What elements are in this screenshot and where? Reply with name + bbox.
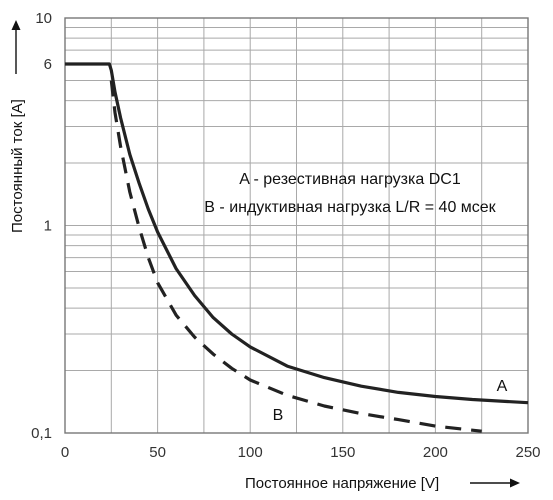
series-line-a (65, 62, 529, 405)
y-tick-label: 1 (44, 218, 52, 235)
series-group (65, 62, 529, 433)
y-tick-label: 0,1 (31, 425, 52, 442)
plot-frame (64, 17, 529, 434)
x-tick-label: 100 (238, 444, 263, 461)
y-tick-label: 6 (44, 56, 52, 73)
grid (64, 17, 529, 434)
x-tick-label: 250 (515, 444, 540, 461)
y-axis-arrow (11, 20, 21, 74)
x-tick-label: 150 (330, 444, 355, 461)
y-tick-label: 10 (35, 10, 52, 27)
x-tick-label: 200 (423, 444, 448, 461)
series-label-a: A (497, 378, 508, 395)
series-label-b: B (273, 407, 284, 424)
x-tick-label: 50 (149, 444, 166, 461)
annotation-a: A - резестивная нагрузка DC1 (239, 171, 461, 188)
x-axis-arrow (470, 478, 520, 488)
x-tick-label: 0 (61, 444, 69, 461)
series-line-b (109, 80, 482, 433)
plot-area-border (64, 17, 529, 434)
x-axis-label: Постоянное напряжение [V] (245, 475, 439, 492)
y-axis-label: Постоянный ток [A] (9, 99, 26, 233)
annotation-b: B - индуктивная нагрузка L/R = 40 мсек (204, 199, 496, 216)
tick-labels: 0 50 100 150 200 250 10 6 1 0,1 (31, 10, 540, 461)
